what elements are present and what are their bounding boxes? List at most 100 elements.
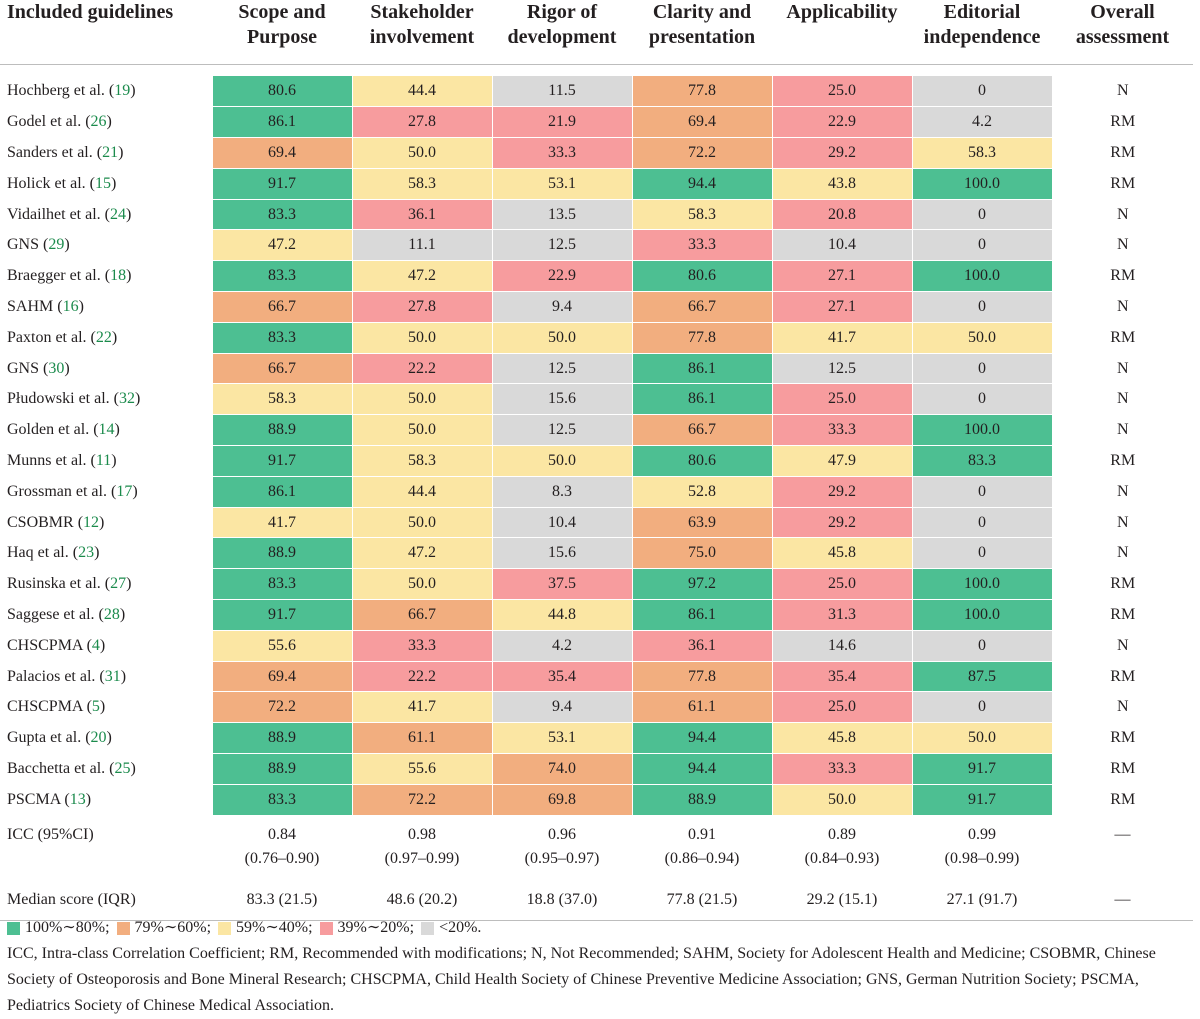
closing-paren: ) [114, 421, 120, 439]
score-cell: 14.6 [771, 630, 913, 662]
reference-link[interactable]: 11 [95, 451, 112, 469]
icc-label: ICC (95%CI) [0, 815, 212, 880]
reference-link[interactable]: 12 [83, 513, 100, 531]
score-cell: 69.4 [631, 106, 773, 139]
score-cell: 47.2 [351, 537, 493, 570]
score-cell: 50.0 [351, 137, 493, 169]
score-cell: 50.0 [491, 322, 633, 354]
score-cell: 91.7 [211, 445, 353, 477]
score-cell: 94.4 [631, 753, 773, 785]
table-footnote: ICC, Intra-class Correlation Coefficient… [7, 945, 1156, 1014]
reference-link[interactable]: 29 [48, 236, 65, 254]
score-cell: 33.3 [351, 630, 493, 662]
guideline-label: Munns et al. ( [7, 451, 96, 469]
closing-paren: ) [64, 359, 70, 377]
reference-link[interactable]: 16 [62, 297, 79, 315]
guideline-label: SAHM ( [7, 297, 63, 315]
score-cell: 100.0 [911, 168, 1053, 200]
reference-link[interactable]: 20 [90, 729, 107, 747]
guideline-label: PSCMA ( [7, 790, 70, 808]
reference-link[interactable]: 32 [119, 390, 135, 408]
reference-link[interactable]: 23 [78, 544, 95, 562]
score-cell: 10.4 [771, 229, 913, 262]
score-cell: 20.8 [771, 199, 913, 231]
guideline-label: Holick et al. ( [7, 174, 95, 192]
reference-link[interactable]: 4 [91, 636, 100, 654]
icc-value: 0.96 [548, 825, 576, 843]
legend-label: 39%∼20%; [337, 919, 415, 936]
median-value: 83.3 (21.5) [212, 879, 352, 921]
score-cell: 50.0 [351, 383, 493, 416]
overall-assessment-cell: RM [1052, 260, 1193, 293]
reference-link[interactable]: 15 [94, 174, 111, 192]
table-row: Hochberg et al. (19) 80.6 44.4 11.5 77.8 25.0… [0, 76, 1193, 108]
icc-value: 0.91 [688, 825, 716, 843]
reference-link[interactable]: 30 [48, 359, 65, 377]
median-value: 48.6 (20.2) [352, 879, 492, 921]
reference-link[interactable]: 14 [98, 421, 115, 439]
score-cell: 94.4 [631, 722, 773, 755]
guideline-name: Godel et al. (26) [0, 106, 212, 139]
score-cell: 12.5 [491, 229, 633, 262]
guideline-name: Gupta et al. (20) [0, 722, 212, 755]
reference-link[interactable]: 24 [110, 205, 126, 223]
score-cell: 88.9 [211, 753, 353, 785]
reference-link[interactable]: 13 [69, 790, 86, 808]
guideline-name: Paxton et al. (22) [0, 322, 212, 354]
score-cell: 12.5 [491, 414, 633, 447]
score-cell: 97.2 [631, 568, 773, 601]
score-cell: 31.3 [771, 599, 913, 631]
score-cell: 83.3 [211, 260, 353, 293]
guideline-label: Sanders et al. ( [7, 143, 103, 161]
closing-paren: ) [94, 544, 100, 562]
median-value: 77.8 (21.5) [632, 879, 772, 921]
score-cell: 53.1 [491, 168, 633, 200]
score-cell: 58.3 [351, 445, 493, 477]
table-row: Godel et al. (26) 86.1 27.8 21.9 69.4 22.9 4.2… [0, 106, 1193, 139]
reference-link[interactable]: 17 [116, 482, 133, 500]
reference-link[interactable]: 31 [104, 667, 121, 685]
closing-paren: ) [64, 236, 70, 254]
icc-overall: — [1052, 815, 1193, 880]
guideline-label: Paxton et al. ( [7, 328, 96, 346]
reference-link[interactable]: 26 [90, 113, 107, 131]
overall-assessment-cell: RM [1052, 322, 1193, 354]
reference-link[interactable]: 28 [103, 605, 120, 623]
legend-label: <20%. [439, 919, 482, 936]
overall-assessment-cell: RM [1052, 168, 1193, 200]
guideline-label: Saggese et al. ( [7, 605, 104, 623]
guideline-label: CHSCPMA ( [7, 698, 92, 716]
closing-paren: ) [85, 790, 92, 808]
score-cell: 77.8 [631, 76, 773, 108]
closing-paren: ) [120, 667, 127, 685]
score-cell: 11.1 [351, 229, 493, 262]
guideline-label: Gupta et al. ( [7, 729, 91, 747]
reference-link[interactable]: 18 [110, 267, 127, 285]
reference-link[interactable]: 21 [102, 143, 119, 161]
reference-link[interactable]: 27 [110, 575, 127, 593]
reference-link[interactable]: 22 [95, 328, 112, 346]
icc-ci: (0.95–0.97) [524, 849, 600, 867]
score-cell: 66.7 [211, 291, 353, 323]
header-clarity-and-presentation: Clarity and presentation [632, 0, 772, 65]
overall-assessment-cell: N [1052, 353, 1193, 385]
reference-link[interactable]: 5 [91, 698, 100, 716]
guideline-name: CSOBMR (12) [0, 507, 212, 539]
guideline-label: Vidailhet et al. ( [7, 205, 110, 223]
spacer-row [0, 64, 1193, 76]
icc-ci: (0.86–0.94) [664, 849, 740, 867]
table-row: CHSCPMA (4) 55.6 33.3 4.2 36.1 14.6 0 N [0, 630, 1193, 662]
score-cell: 58.3 [211, 383, 353, 416]
icc-ci: (0.76–0.90) [244, 849, 320, 867]
reference-link[interactable]: 25 [114, 759, 131, 777]
score-cell: 77.8 [631, 322, 773, 354]
score-cell: 12.5 [771, 353, 913, 385]
reference-link[interactable]: 19 [114, 82, 131, 100]
score-cell: 0 [911, 383, 1053, 416]
header-rigor-of-development: Rigor of development [492, 0, 632, 65]
header-applicability: Applicability [772, 0, 912, 65]
score-cell: 29.2 [771, 476, 913, 508]
icc-ci: (0.97–0.99) [384, 849, 460, 867]
icc-cell: 0.89 (0.84–0.93) [772, 815, 912, 880]
